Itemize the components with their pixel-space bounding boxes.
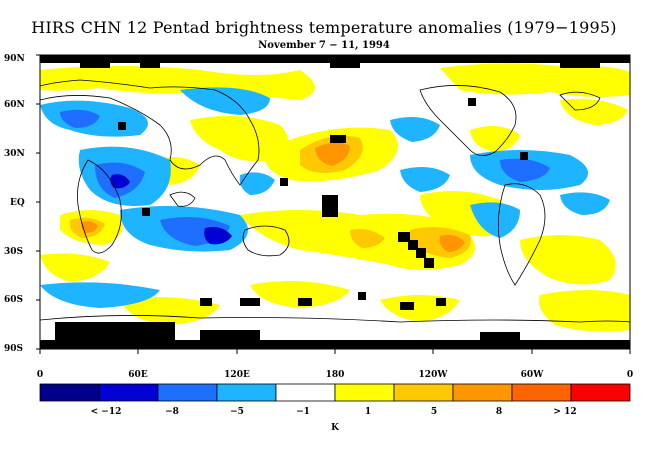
legend-label: 8 — [496, 407, 502, 417]
color-scale-bar — [39, 383, 631, 402]
color-swatch — [157, 383, 218, 402]
lon-label: 60E — [128, 370, 148, 380]
missing-data-cells — [40, 55, 630, 349]
anomaly-field — [40, 55, 630, 349]
lat-label: 90N — [4, 54, 25, 64]
lat-label: 30S — [4, 247, 23, 257]
color-swatch — [334, 383, 395, 402]
latitude-axis: 90N 60N 30N EQ 30S 60S 90S — [4, 54, 25, 354]
lon-label: 60W — [521, 370, 545, 380]
color-swatch — [511, 383, 572, 402]
legend-label: −5 — [230, 407, 244, 417]
lat-label: 60S — [4, 295, 23, 305]
lat-label: 60N — [4, 100, 25, 110]
map-title: HIRS CHN 12 Pentad brightness temperatur… — [31, 18, 617, 37]
color-swatch — [275, 383, 336, 402]
color-swatch — [570, 383, 631, 402]
lon-label: 180 — [326, 370, 345, 380]
color-swatch — [39, 383, 100, 402]
strong-warm-regions — [81, 142, 465, 252]
color-swatch — [452, 383, 513, 402]
legend-label: > 12 — [553, 407, 576, 417]
lon-label: 0 — [627, 370, 633, 380]
lon-label: 120E — [224, 370, 250, 380]
latitude-ticks — [36, 54, 40, 350]
lat-label: EQ — [10, 198, 25, 208]
legend-label: < −12 — [91, 407, 122, 417]
lat-label: 90S — [4, 344, 23, 354]
color-swatch — [98, 383, 159, 402]
lon-label: 120W — [419, 370, 449, 380]
lat-label: 30N — [4, 149, 25, 159]
map-subtitle: November 7 − 11, 1994 — [258, 40, 390, 51]
legend-label: 5 — [431, 407, 437, 417]
longitude-ticks — [39, 349, 631, 354]
longitude-axis: 0 60E 120E 180 120W 60W 0 — [37, 370, 633, 380]
legend-unit: K — [331, 423, 340, 433]
coastlines — [40, 79, 630, 323]
legend-label: 1 — [365, 407, 371, 417]
legend-label: −1 — [296, 407, 310, 417]
lon-label: 0 — [37, 370, 43, 380]
color-swatch — [393, 383, 454, 402]
color-swatch — [216, 383, 277, 402]
very-cold-regions — [110, 174, 232, 245]
legend-label: −8 — [165, 407, 179, 417]
color-scale-labels: < −12 −8 −5 −1 1 5 8 > 12 — [91, 407, 577, 417]
